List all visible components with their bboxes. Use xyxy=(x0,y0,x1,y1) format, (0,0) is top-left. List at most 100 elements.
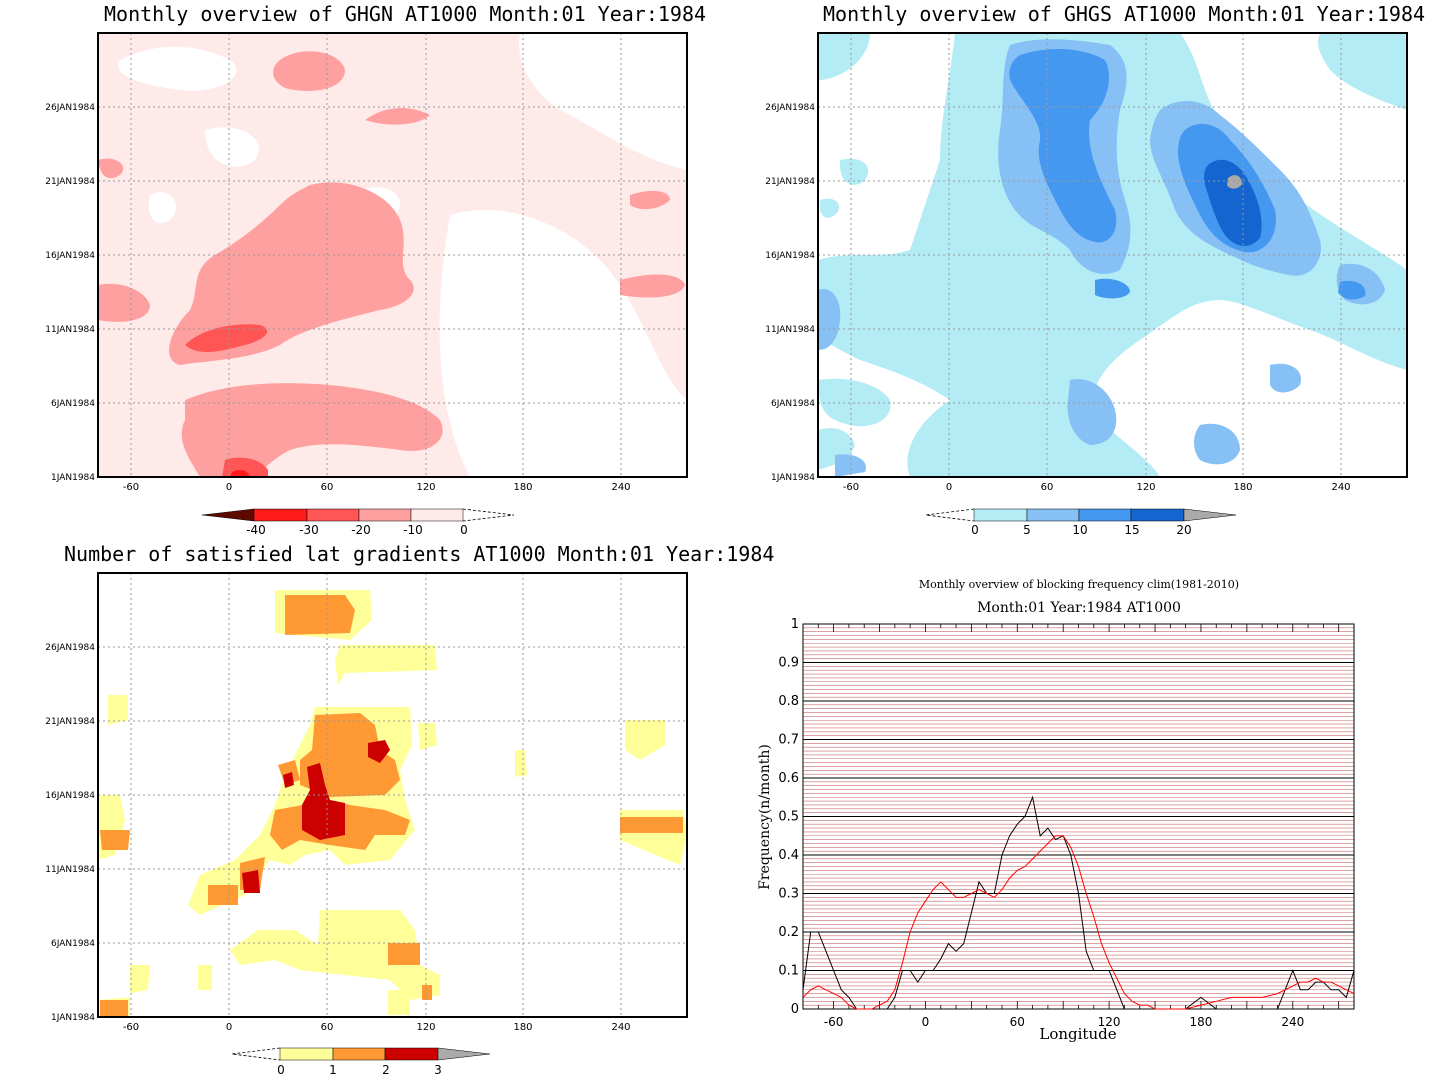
y-tick: 1JAN1984 xyxy=(771,473,815,483)
y-tick: 21JAN1984 xyxy=(45,717,95,727)
x-tick: 240 xyxy=(1281,1015,1304,1029)
frequency-ylabel: Frequency(n/month) xyxy=(757,744,773,890)
satisfied-colorbar: 0 1 2 3 xyxy=(231,1047,491,1077)
series-line-black xyxy=(802,795,1355,1010)
y-tick: 0.4 xyxy=(778,848,799,863)
ghgn-colorbar: -40 -30 -20 -10 0 xyxy=(201,508,515,537)
y-tick: 0.1 xyxy=(778,964,799,979)
frequency-line-chart: Monthly overview of blocking frequency c… xyxy=(757,578,1355,1043)
y-tick: 21JAN1984 xyxy=(765,177,815,187)
x-tick: 120 xyxy=(1136,482,1155,493)
satisfied-fill-2 xyxy=(242,740,390,893)
colorbar-label: -30 xyxy=(299,523,319,537)
x-tick: -60 xyxy=(824,1015,844,1029)
x-tick: 120 xyxy=(1098,1015,1121,1029)
ghgn-xticks: -60 0 60 120 180 240 xyxy=(123,482,631,493)
satisfied-grid xyxy=(98,573,687,1017)
colorbar-label: -40 xyxy=(246,523,266,537)
satisfied-yticks: 1JAN1984 6JAN1984 11JAN1984 16JAN1984 21… xyxy=(45,643,95,1023)
frequency-major-grid xyxy=(803,662,1354,971)
ghgs-yticks: 1JAN1984 6JAN1984 11JAN1984 16JAN1984 21… xyxy=(765,103,815,483)
frequency-series xyxy=(802,795,1355,1010)
y-tick: 0.2 xyxy=(778,925,799,940)
x-tick: 0 xyxy=(226,482,232,493)
ghgs-title: Monthly overview of GHGS AT1000 Month:01… xyxy=(823,2,1426,26)
y-tick: 0.7 xyxy=(778,733,799,748)
y-tick: 0 xyxy=(791,1002,799,1017)
x-tick: 180 xyxy=(513,1022,532,1033)
y-tick: 1JAN1984 xyxy=(51,1013,95,1023)
x-tick: -60 xyxy=(123,1022,139,1033)
ghgn-fill-minus10 xyxy=(98,51,685,477)
ghgn-grid xyxy=(98,33,687,477)
y-tick: 16JAN1984 xyxy=(765,251,815,261)
x-tick: 240 xyxy=(1331,482,1350,493)
x-tick: -60 xyxy=(843,482,859,493)
frequency-top-ticks xyxy=(802,624,1355,1009)
colorbar-label: 0 xyxy=(971,523,979,537)
x-tick: -60 xyxy=(123,482,139,493)
x-tick: 180 xyxy=(1233,482,1252,493)
colorbar-label: 10 xyxy=(1072,523,1087,537)
ghgn-yticks: 1JAN1984 6JAN1984 11JAN1984 16JAN1984 21… xyxy=(45,103,95,483)
colorbar-label: 20 xyxy=(1176,523,1191,537)
frequency-panel: Monthly overview of blocking frequency c… xyxy=(720,545,1440,1091)
colorbar-label: 0 xyxy=(460,523,468,537)
satisfied-heatmap: 1JAN1984 6JAN1984 11JAN1984 16JAN1984 21… xyxy=(45,572,688,1077)
ghgs-grid xyxy=(818,33,1407,477)
colorbar-label: 1 xyxy=(329,1063,337,1077)
x-tick: 240 xyxy=(611,1022,630,1033)
x-tick: 60 xyxy=(321,1022,334,1033)
colorbar-label: 2 xyxy=(382,1063,390,1077)
ghgs-heatmap: 1JAN1984 6JAN1984 11JAN1984 16JAN1984 21… xyxy=(765,32,1408,537)
y-tick: 26JAN1984 xyxy=(45,103,95,113)
x-tick: 180 xyxy=(513,482,532,493)
frequency-xlabel: Longitude xyxy=(1039,1025,1116,1043)
y-tick: 26JAN1984 xyxy=(45,643,95,653)
ghgs-xticks: -60 0 60 120 180 240 xyxy=(843,482,1351,493)
ghgn-panel: Monthly overview of GHGN AT1000 Month:01… xyxy=(0,0,720,545)
ghgn-heatmap: 1JAN1984 6JAN1984 11JAN1984 16JAN1984 21… xyxy=(45,32,688,537)
y-tick: 0.6 xyxy=(778,771,799,786)
x-tick: 0 xyxy=(922,1015,930,1029)
colorbar-label: -10 xyxy=(403,523,423,537)
satisfied-title: Number of satisfied lat gradients AT1000… xyxy=(64,542,775,566)
ghgn-title: Monthly overview of GHGN AT1000 Month:01… xyxy=(104,2,707,26)
x-tick: 60 xyxy=(1041,482,1054,493)
colorbar-label: 15 xyxy=(1124,523,1139,537)
colorbar-label: 0 xyxy=(277,1063,285,1077)
satisfied-xticks: -60 0 60 120 180 240 xyxy=(123,1022,631,1033)
y-tick: 1JAN1984 xyxy=(51,473,95,483)
frequency-subtitle: Month:01 Year:1984 AT1000 xyxy=(977,600,1181,616)
frequency-minor-grid xyxy=(803,627,1354,1006)
x-tick: 0 xyxy=(946,482,952,493)
ghgs-colorbar: 0 5 10 15 20 xyxy=(925,508,1237,537)
y-tick: 11JAN1984 xyxy=(45,865,95,875)
y-tick: 11JAN1984 xyxy=(45,325,95,335)
x-tick: 60 xyxy=(321,482,334,493)
ghgs-panel: Monthly overview of GHGS AT1000 Month:01… xyxy=(720,0,1440,545)
colorbar-label: -20 xyxy=(351,523,371,537)
y-tick: 0.5 xyxy=(778,810,799,825)
frequency-title: Monthly overview of blocking frequency c… xyxy=(919,578,1239,591)
y-tick: 0.8 xyxy=(778,694,799,709)
ghgn-fill-minus30 xyxy=(230,469,250,477)
frequency-xticks: -60 0 60 120 180 240 xyxy=(824,1015,1304,1029)
x-tick: 0 xyxy=(226,1022,232,1033)
satisfied-panel: Number of satisfied lat gradients AT1000… xyxy=(0,542,774,1091)
x-tick: 120 xyxy=(416,482,435,493)
x-tick: 60 xyxy=(1010,1015,1025,1029)
y-tick: 1 xyxy=(791,617,799,632)
y-tick: 6JAN1984 xyxy=(51,939,95,949)
y-tick: 6JAN1984 xyxy=(51,399,95,409)
x-tick: 180 xyxy=(1189,1015,1212,1029)
x-tick: 240 xyxy=(611,482,630,493)
y-tick: 16JAN1984 xyxy=(45,791,95,801)
ghgs-fill-20 xyxy=(1227,175,1242,189)
y-tick: 0.9 xyxy=(778,656,799,671)
y-tick: 26JAN1984 xyxy=(765,103,815,113)
y-tick: 16JAN1984 xyxy=(45,251,95,261)
y-tick: 11JAN1984 xyxy=(765,325,815,335)
colorbar-label: 3 xyxy=(434,1063,442,1077)
y-tick: 6JAN1984 xyxy=(771,399,815,409)
